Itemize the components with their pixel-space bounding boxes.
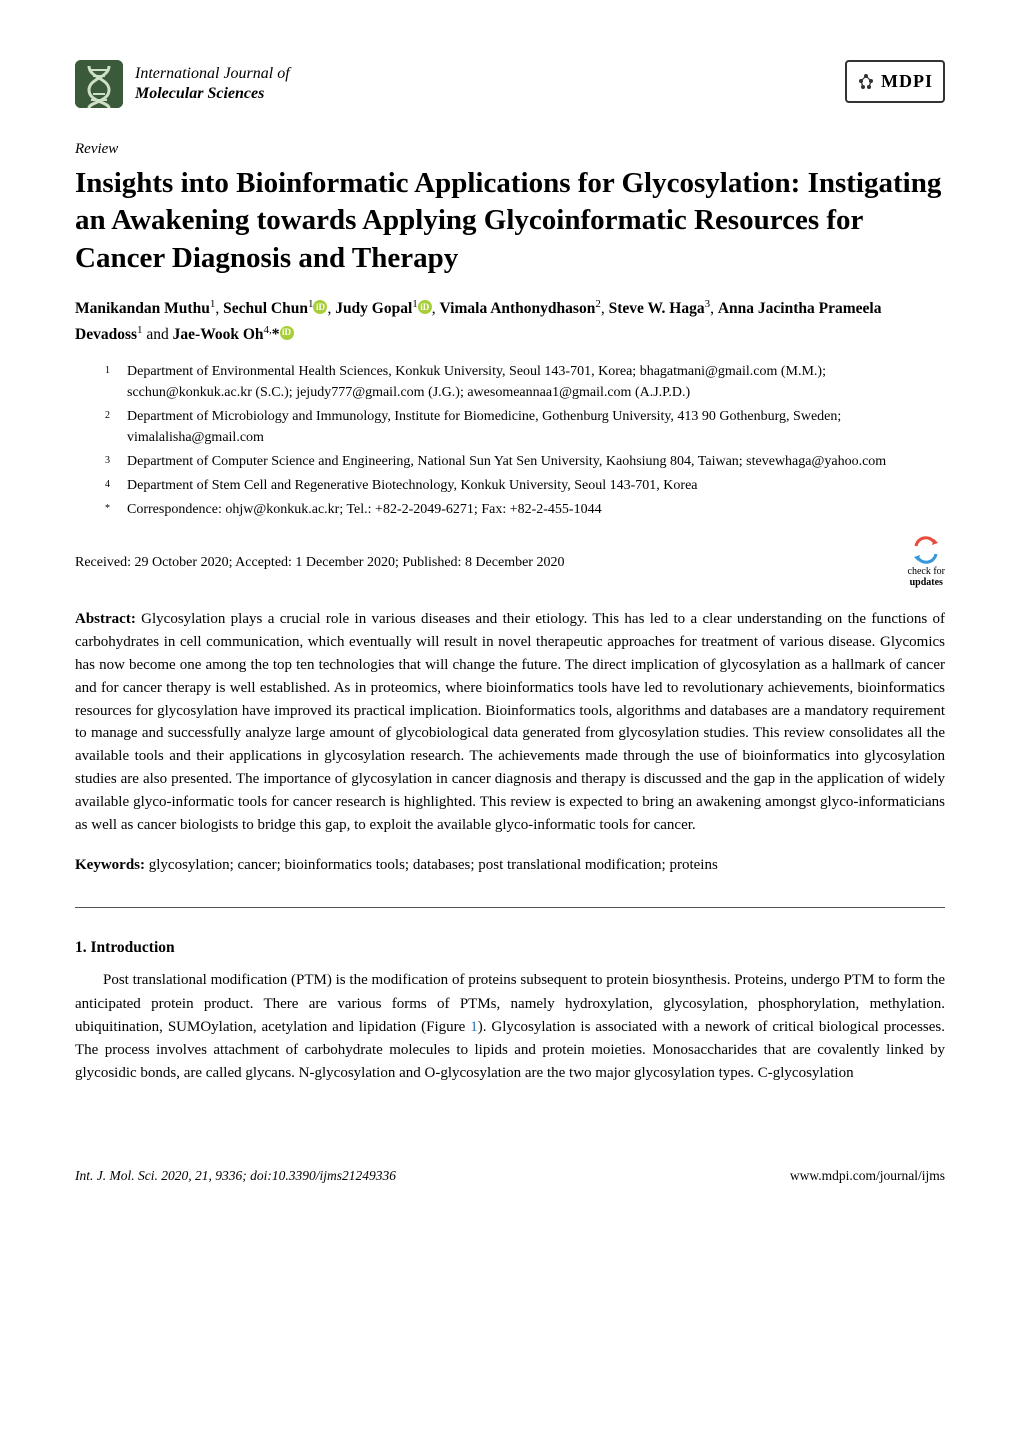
footer-journal-url[interactable]: www.mdpi.com/journal/ijms [790,1166,945,1186]
journal-logo-icon [75,60,123,108]
affiliation-item: 4 Department of Stem Cell and Regenerati… [105,475,945,496]
crossmark-icon [912,536,940,564]
page-header: International Journal of Molecular Scien… [75,60,945,108]
affiliations-list: 1 Department of Environmental Health Sci… [105,361,945,520]
author-name: Sechul Chun [223,300,308,317]
affiliation-text: Department of Computer Science and Engin… [127,451,886,472]
abstract-text: Glycosylation plays a crucial role in va… [75,611,945,832]
section-divider [75,907,945,908]
article-title: Insights into Bioinformatic Applications… [75,165,945,278]
corresponding-star: * [272,326,280,343]
keywords-label: Keywords: [75,857,145,873]
author-name: Vimala Anthonydhason [440,300,596,317]
affiliation-text: Correspondence: ohjw@konkuk.ac.kr; Tel.:… [127,499,602,520]
author-name: Manikandan Muthu [75,300,210,317]
journal-name: International Journal of Molecular Scien… [135,64,290,104]
orcid-icon[interactable]: iD [280,326,294,340]
journal-name-line1: International Journal of [135,64,290,84]
affiliation-number: * [105,499,117,520]
abstract-block: Abstract: Glycosylation plays a crucial … [75,608,945,836]
author-name: Judy Gopal [335,300,412,317]
affiliation-number: 3 [105,451,117,472]
figure-reference-link[interactable]: 1 [470,1019,478,1035]
affiliation-text: Department of Environmental Health Scien… [127,361,945,403]
author-name: Steve W. Haga [609,300,705,317]
check-updates-line1: check for [908,566,945,577]
article-type: Review [75,138,945,161]
affiliation-item: 2 Department of Microbiology and Immunol… [105,406,945,448]
orcid-icon[interactable]: iD [418,300,432,314]
journal-logo-block: International Journal of Molecular Scien… [75,60,290,108]
publisher-name: MDPI [881,68,933,95]
publisher-logo: MDPI [845,60,945,103]
affiliation-item: 3 Department of Computer Science and Eng… [105,451,945,472]
check-updates-line2: updates [908,577,945,588]
dna-icon [75,60,123,108]
dates-row: Received: 29 October 2020; Accepted: 1 D… [75,536,945,588]
affiliation-item: 1 Department of Environmental Health Sci… [105,361,945,403]
affiliation-number: 4 [105,475,117,496]
affiliation-text: Department of Microbiology and Immunolog… [127,406,945,448]
journal-name-line2: Molecular Sciences [135,84,290,104]
author-sup: 1 [412,298,418,310]
author-list: Manikandan Muthu1, Sechul Chun1iD, Judy … [75,296,945,348]
check-for-updates-badge[interactable]: check for updates [908,536,945,588]
body-paragraph: Post translational modification (PTM) is… [75,969,945,1085]
abstract-label: Abstract: [75,611,136,627]
section-heading: 1. Introduction [75,936,945,959]
orcid-icon[interactable]: iD [313,300,327,314]
footer-citation: Int. J. Mol. Sci. 2020, 21, 9336; doi:10… [75,1166,396,1186]
keywords-block: Keywords: glycosylation; cancer; bioinfo… [75,854,945,877]
author-name: Jae-Wook Oh [173,326,264,343]
page-footer: Int. J. Mol. Sci. 2020, 21, 9336; doi:10… [75,1166,945,1186]
affiliation-number: 1 [105,361,117,403]
affiliation-item: * Correspondence: ohjw@konkuk.ac.kr; Tel… [105,499,945,520]
article-dates: Received: 29 October 2020; Accepted: 1 D… [75,552,564,573]
keywords-text: glycosylation; cancer; bioinformatics to… [145,857,718,873]
affiliation-number: 2 [105,406,117,448]
author-sup: 4, [264,324,272,336]
mdpi-tree-icon [857,73,875,91]
affiliation-text: Department of Stem Cell and Regenerative… [127,475,698,496]
